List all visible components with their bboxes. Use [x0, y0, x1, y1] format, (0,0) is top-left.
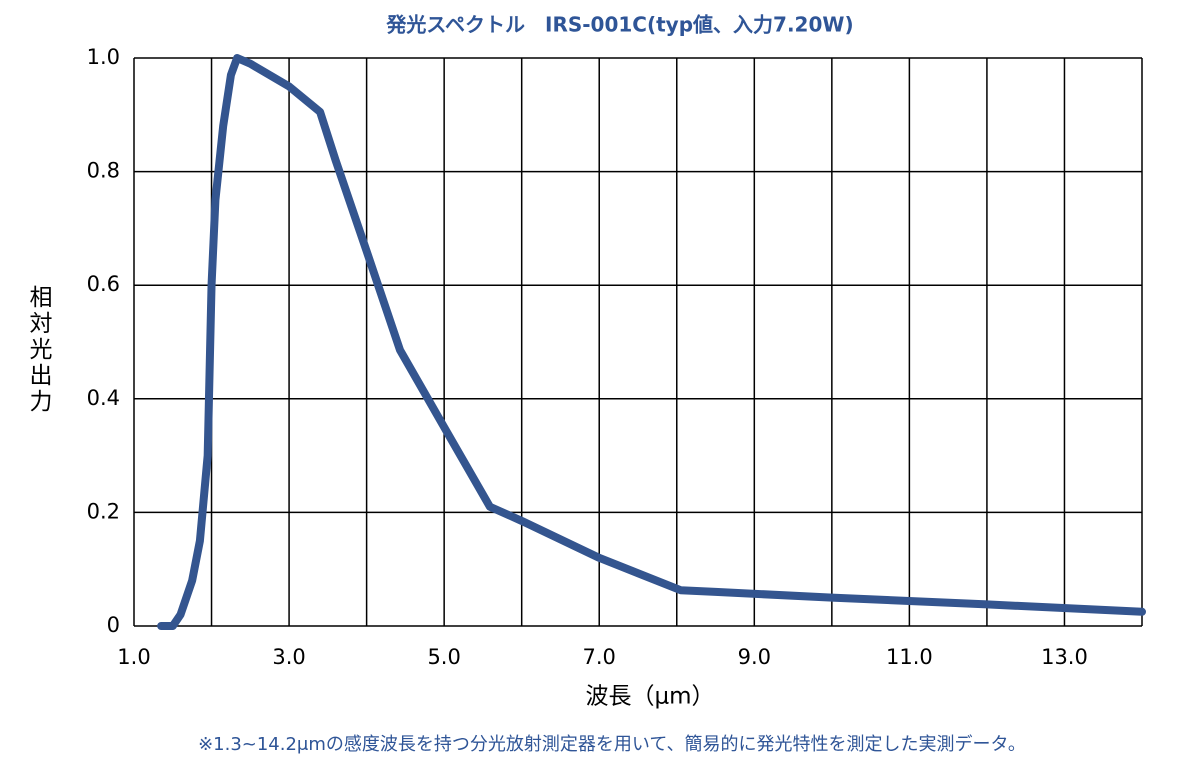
series-line	[157, 54, 1146, 630]
y-tick-label: 0	[107, 613, 120, 637]
x-tick-label: 1.0	[117, 645, 150, 669]
x-tick-label: 13.0	[1041, 645, 1088, 669]
footnote: ※1.3~14.2μmの感度波長を持つ分光放射測定器を用いて、簡易的に発光特性を…	[198, 734, 1026, 755]
y-axis-label: 相対光出力	[25, 285, 53, 415]
x-tick-label: 3.0	[272, 645, 305, 669]
y-tick-label: 0.4	[87, 386, 120, 410]
y-tick-label: 1.0	[87, 45, 120, 69]
x-axis-label: 波長（μm）	[585, 684, 714, 710]
y-tick-label: 0.8	[87, 159, 120, 183]
y-tick-label: 0.6	[87, 272, 120, 296]
chart-title: 発光スペクトル IRS-001C(typ値、入力7.20W)	[385, 13, 853, 37]
x-tick-label: 9.0	[738, 645, 771, 669]
x-tick-label: 5.0	[427, 645, 460, 669]
y-tick-label: 0.2	[87, 499, 120, 523]
x-tick-label: 11.0	[886, 645, 933, 669]
x-tick-label: 7.0	[583, 645, 616, 669]
